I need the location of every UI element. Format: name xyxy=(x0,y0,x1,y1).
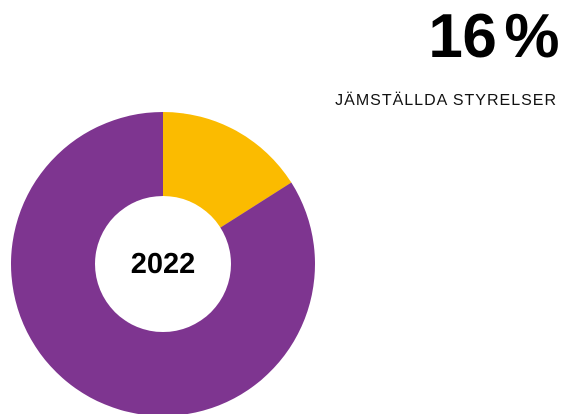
donut-slice-2 xyxy=(11,112,315,414)
stat-value-line: 16% xyxy=(335,6,559,68)
stat-value: 16 xyxy=(428,2,497,71)
donut-center-label: 2022 xyxy=(131,248,196,280)
donut-hole xyxy=(95,196,231,332)
stat-caption: JÄMSTÄLLDA STYRELSER xyxy=(335,92,557,109)
headline-stat: 16% JÄMSTÄLLDA STYRELSER xyxy=(335,6,559,110)
stat-unit: % xyxy=(504,2,559,71)
